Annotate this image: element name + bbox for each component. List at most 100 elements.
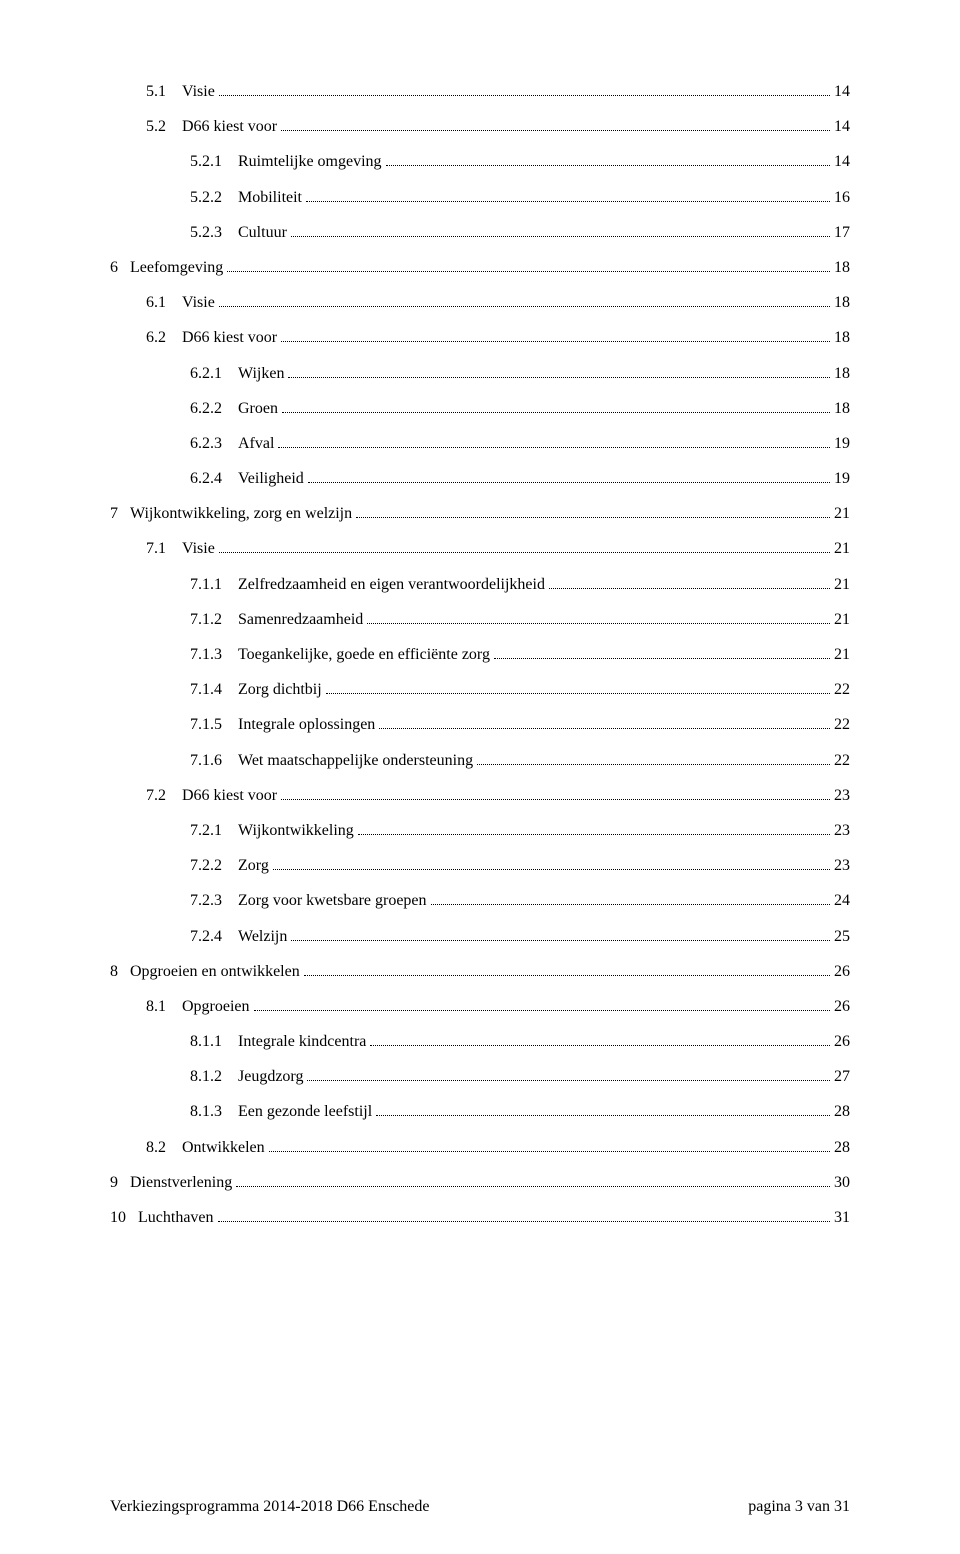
toc-label: Opgroeien <box>182 995 250 1018</box>
toc-entry: 8.2 Ontwikkelen 28 <box>110 1136 850 1159</box>
toc-entry: 6.2 D66 kiest voor 18 <box>110 326 850 349</box>
toc-label: Wijkontwikkeling <box>238 819 354 842</box>
toc-label: Zorg <box>238 854 269 877</box>
toc-entry: 6.1 Visie 18 <box>110 291 850 314</box>
toc-entry: 8.1.2 Jeugdzorg 27 <box>110 1065 850 1088</box>
toc-entry: 7.2.4 Welzijn 25 <box>110 925 850 948</box>
toc-label: Toegankelijke, goede en efficiënte zorg <box>238 643 490 666</box>
toc-dot-leader <box>236 1173 830 1187</box>
toc-page-number: 17 <box>834 221 850 244</box>
toc-label: Visie <box>182 291 215 314</box>
toc-label: Wet maatschappelijke ondersteuning <box>238 749 473 772</box>
toc-number: 8.2 <box>146 1136 182 1159</box>
toc-entry: 10 Luchthaven 31 <box>110 1206 850 1229</box>
toc-number: 7.1.3 <box>190 643 238 666</box>
toc-dot-leader <box>308 469 830 483</box>
toc-dot-leader <box>358 821 830 835</box>
toc-page-number: 31 <box>834 1206 850 1229</box>
toc-label: D66 kiest voor <box>182 784 277 807</box>
toc-number: 9 <box>110 1171 130 1194</box>
toc-entry: 5.2.2 Mobiliteit 16 <box>110 186 850 209</box>
toc-page-number: 24 <box>834 889 850 912</box>
toc-entry: 7.1.1 Zelfredzaamheid en eigen verantwoo… <box>110 573 850 596</box>
toc-label: Luchthaven <box>138 1206 214 1229</box>
toc-entry: 7.2 D66 kiest voor 23 <box>110 784 850 807</box>
toc-page-number: 18 <box>834 397 850 420</box>
toc-entry: 7 Wijkontwikkeling, zorg en welzijn 21 <box>110 502 850 525</box>
toc-entry: 6.2.2 Groen 18 <box>110 397 850 420</box>
toc-label: D66 kiest voor <box>182 326 277 349</box>
toc-number: 5.2.1 <box>190 150 238 173</box>
toc-label: Wijken <box>238 362 284 385</box>
toc-entry: 7.1.3 Toegankelijke, goede en efficiënte… <box>110 643 850 666</box>
toc-number: 6.2.4 <box>190 467 238 490</box>
toc-dot-leader <box>431 892 830 906</box>
toc-dot-leader <box>304 962 830 976</box>
toc-dot-leader <box>307 1067 830 1081</box>
toc-number: 6.2.3 <box>190 432 238 455</box>
toc-number: 5.2 <box>146 115 182 138</box>
toc-page-number: 26 <box>834 1030 850 1053</box>
toc-label: Welzijn <box>238 925 287 948</box>
toc-label: Integrale kindcentra <box>238 1030 366 1053</box>
toc-dot-leader <box>254 997 830 1011</box>
toc-number: 6 <box>110 256 130 279</box>
toc-number: 5.2.3 <box>190 221 238 244</box>
toc-label: Afval <box>238 432 274 455</box>
toc-page-number: 18 <box>834 291 850 314</box>
toc-page-number: 19 <box>834 432 850 455</box>
toc-number: 8.1.2 <box>190 1065 238 1088</box>
toc-dot-leader <box>219 82 830 96</box>
toc-label: Ontwikkelen <box>182 1136 265 1159</box>
toc-label: Mobiliteit <box>238 186 302 209</box>
toc-number: 6.1 <box>146 291 182 314</box>
toc-dot-leader <box>288 364 830 378</box>
toc-entry: 5.2.1 Ruimtelijke omgeving 14 <box>110 150 850 173</box>
toc-dot-leader <box>477 751 830 765</box>
toc-entry: 5.2.3 Cultuur 17 <box>110 221 850 244</box>
toc-page-number: 16 <box>834 186 850 209</box>
toc-dot-leader <box>291 223 830 237</box>
toc-label: Zorg voor kwetsbare groepen <box>238 889 427 912</box>
toc-page-number: 23 <box>834 819 850 842</box>
toc-entry: 8.1 Opgroeien 26 <box>110 995 850 1018</box>
toc-label: Jeugdzorg <box>238 1065 303 1088</box>
toc-number: 5.2.2 <box>190 186 238 209</box>
toc-page-number: 23 <box>834 854 850 877</box>
toc-number: 8.1 <box>146 995 182 1018</box>
toc-entry: 8 Opgroeien en ontwikkelen 26 <box>110 960 850 983</box>
toc-number: 7 <box>110 502 130 525</box>
page-footer: Verkiezingsprogramma 2014-2018 D66 Ensch… <box>110 1498 850 1516</box>
toc-page-number: 18 <box>834 326 850 349</box>
toc-dot-leader <box>218 1208 830 1222</box>
toc-label: Opgroeien en ontwikkelen <box>130 960 300 983</box>
toc-page-number: 14 <box>834 115 850 138</box>
toc-number: 7.1.1 <box>190 573 238 596</box>
toc-dot-leader <box>278 434 830 448</box>
toc-dot-leader <box>281 117 830 131</box>
toc-page-number: 18 <box>834 362 850 385</box>
toc-page-number: 21 <box>834 643 850 666</box>
toc-label: Integrale oplossingen <box>238 713 375 736</box>
toc-entry: 5.1 Visie 14 <box>110 80 850 103</box>
toc-number: 8.1.1 <box>190 1030 238 1053</box>
toc-label: Veiligheid <box>238 467 304 490</box>
toc-number: 5.1 <box>146 80 182 103</box>
toc-entry: 7.2.3 Zorg voor kwetsbare groepen 24 <box>110 889 850 912</box>
toc-page-number: 19 <box>834 467 850 490</box>
toc-page-number: 18 <box>834 256 850 279</box>
footer-left: Verkiezingsprogramma 2014-2018 D66 Ensch… <box>110 1498 429 1516</box>
toc-entry: 7.1.6 Wet maatschappelijke ondersteuning… <box>110 749 850 772</box>
toc-label: Visie <box>182 80 215 103</box>
toc-number: 6.2.2 <box>190 397 238 420</box>
toc-page-number: 21 <box>834 502 850 525</box>
toc-dot-leader <box>549 575 830 589</box>
toc-page-number: 21 <box>834 573 850 596</box>
toc-label: Dienstverlening <box>130 1171 232 1194</box>
toc-dot-leader <box>326 680 830 694</box>
toc-entry: 9 Dienstverlening 30 <box>110 1171 850 1194</box>
toc-label: Een gezonde leefstijl <box>238 1100 372 1123</box>
toc-page-number: 26 <box>834 960 850 983</box>
toc-label: Wijkontwikkeling, zorg en welzijn <box>130 502 352 525</box>
toc-entry: 7.1.4 Zorg dichtbij 22 <box>110 678 850 701</box>
